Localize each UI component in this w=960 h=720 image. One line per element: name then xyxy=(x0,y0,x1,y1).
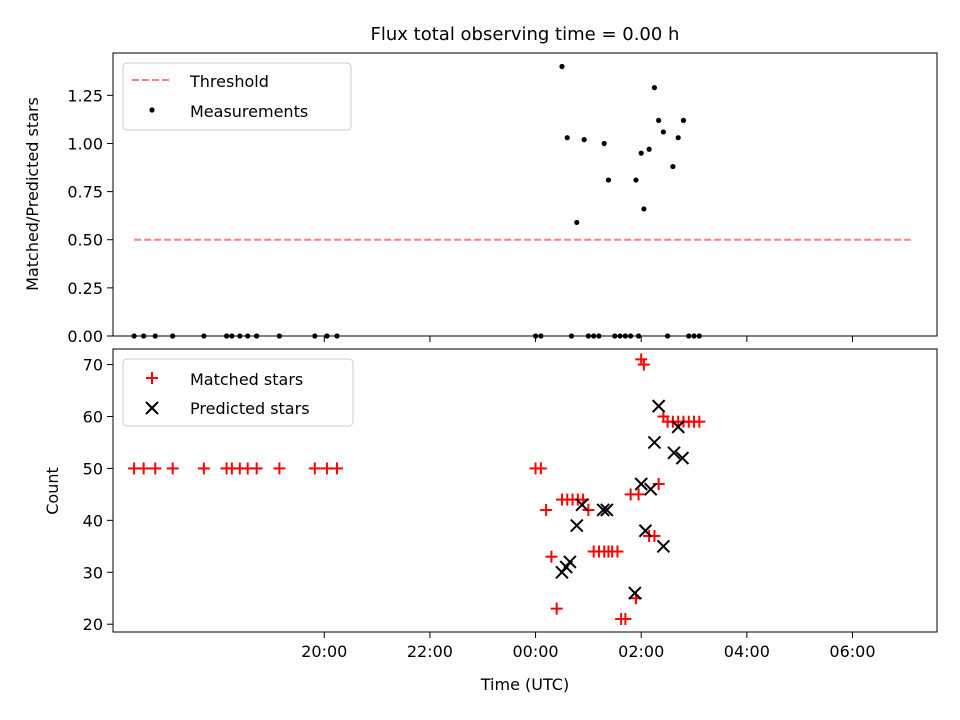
measurement-point xyxy=(656,117,662,123)
measurement-point xyxy=(675,135,681,141)
measurement-point xyxy=(574,219,580,226)
legend-matched-swatch xyxy=(146,372,158,384)
bottom-y-tick-label: 30 xyxy=(83,563,103,582)
measurement-point xyxy=(633,177,639,183)
bottom-axes-frame xyxy=(112,348,938,633)
legend-measurements-label: Measurements xyxy=(190,102,308,121)
x-tick-label: 00:00 xyxy=(513,642,559,661)
matched-star-point xyxy=(637,358,650,371)
x-axis-label: Time (UTC) xyxy=(480,675,569,694)
predicted-star-point xyxy=(647,435,662,450)
measurement-point xyxy=(651,85,658,91)
bottom-y-axis: 20 30 40 50 60 70 xyxy=(83,356,113,634)
bottom-x-axis: 20:00 22:00 00:00 02:00 04:00 06:00 xyxy=(301,632,876,661)
predicted-star-point xyxy=(570,518,584,533)
bottom-y-tick-label: 50 xyxy=(83,459,103,478)
measurement-point xyxy=(559,63,565,70)
matched-star-point xyxy=(250,462,263,475)
matched-star-point xyxy=(635,353,648,366)
bottom-y-tick-label: 70 xyxy=(83,356,103,375)
chart-title: Flux total observing time = 0.00 h xyxy=(371,24,680,45)
measurement-point xyxy=(641,206,647,212)
predicted-star-point xyxy=(575,498,589,512)
bottom-y-axis-label: Count xyxy=(43,467,62,515)
matched-star-point xyxy=(545,550,558,563)
bottom-y-tick-label: 20 xyxy=(83,615,103,634)
predicted-star-point xyxy=(675,451,690,465)
legend-predicted-label: Predicted stars xyxy=(190,399,310,418)
legend-predicted-swatch xyxy=(145,401,159,415)
top-y-axis: 0.00 0.25 0.50 0.75 1.00 1.25 xyxy=(67,86,113,346)
predicted-star-point xyxy=(644,482,658,496)
bottom-legend-box xyxy=(122,358,354,427)
bottom-plot-area xyxy=(128,353,706,626)
predicted-star-point xyxy=(671,420,685,434)
bottom-legend: Matched stars Predicted stars xyxy=(122,358,354,427)
x-tick-label: 06:00 xyxy=(829,642,875,661)
matched-star-point xyxy=(166,462,179,475)
x-tick-label: 04:00 xyxy=(724,642,770,661)
measurement-point xyxy=(670,163,676,170)
predicted-star-point xyxy=(600,503,614,517)
predicted-star-point xyxy=(656,539,671,554)
matched-star-point xyxy=(149,462,162,475)
measurement-point xyxy=(601,140,607,147)
matched-star-point xyxy=(197,462,210,475)
predicted-star-point xyxy=(563,555,577,569)
measurement-point xyxy=(581,137,587,143)
top-legend: Threshold Measurements xyxy=(122,62,352,131)
top-y-tick-label: 1.00 xyxy=(67,134,103,153)
predicted-star-point xyxy=(638,524,653,538)
top-y-tick-label: 0.75 xyxy=(67,183,103,202)
matched-star-point xyxy=(611,545,624,558)
legend-measurements-swatch xyxy=(149,107,155,113)
top-axes-frame xyxy=(112,52,938,337)
matched-star-point xyxy=(619,613,632,626)
measurement-point xyxy=(605,177,612,183)
top-x-axis xyxy=(323,336,853,342)
matched-star-point xyxy=(330,462,343,475)
matched-star-point xyxy=(693,415,706,428)
x-tick-label: 20:00 xyxy=(301,642,347,661)
top-legend-box xyxy=(122,62,352,131)
bottom-y-tick-label: 60 xyxy=(83,408,103,427)
x-tick-label: 22:00 xyxy=(407,642,453,661)
predicted-star-point xyxy=(667,446,681,460)
measurement-point xyxy=(564,135,570,141)
matched-star-point xyxy=(540,503,553,516)
matched-star-point xyxy=(632,488,645,501)
legend-matched-label: Matched stars xyxy=(190,370,303,389)
measurement-point xyxy=(680,117,687,123)
matched-star-point xyxy=(320,462,333,475)
top-y-tick-label: 0.00 xyxy=(67,327,103,346)
top-y-axis-label: Matched/Predicted stars xyxy=(23,97,42,291)
top-y-tick-label: 0.25 xyxy=(67,279,103,298)
predicted-star-point xyxy=(651,399,666,413)
matched-star-point xyxy=(550,602,563,615)
legend-threshold-label: Threshold xyxy=(189,72,269,91)
measurement-point xyxy=(638,150,644,156)
matched-star-point xyxy=(137,462,150,475)
predicted-star-point xyxy=(634,477,648,491)
matched-star-point xyxy=(308,462,321,475)
measurement-point xyxy=(646,146,652,152)
matched-star-point xyxy=(534,462,547,475)
top-y-tick-label: 1.25 xyxy=(67,86,103,105)
matched-star-point xyxy=(652,478,665,491)
predicted-star-point xyxy=(596,503,610,517)
measurement-point xyxy=(660,129,666,135)
predicted-star-point xyxy=(628,586,642,600)
matched-star-point xyxy=(273,462,286,475)
top-y-tick-label: 0.50 xyxy=(67,231,103,250)
bottom-y-tick-label: 40 xyxy=(83,511,103,530)
x-tick-label: 02:00 xyxy=(618,642,664,661)
